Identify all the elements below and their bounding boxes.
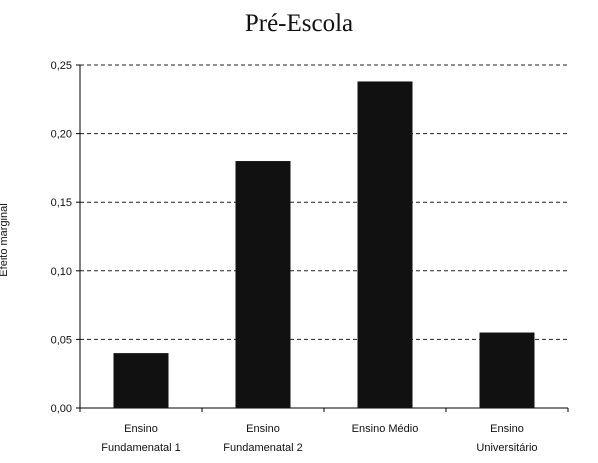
y-tick-label: 0,05 [51,334,72,346]
x-tick-label: Fundamenatal 2 [223,442,303,454]
x-tick-label: Ensino Médio [352,423,419,435]
x-tick-label: Universitário [476,442,537,454]
bar [113,353,169,408]
chart-title: Pré-Escola [244,10,354,37]
x-tick-label: Fundamenatal 1 [101,442,181,454]
y-tick-label: 0,20 [51,129,72,141]
y-tick-label: 0,15 [51,197,72,209]
y-tick-label: 0,00 [51,403,72,415]
x-tick-label: Ensino [490,423,524,435]
bar [235,161,291,408]
x-tick-label: Ensino [246,423,280,435]
bar [357,81,413,409]
bar [479,332,535,408]
x-tick-label: Ensino [124,423,158,435]
y-tick-label: 0,25 [51,60,72,72]
y-tick-label: 0,10 [51,266,72,278]
